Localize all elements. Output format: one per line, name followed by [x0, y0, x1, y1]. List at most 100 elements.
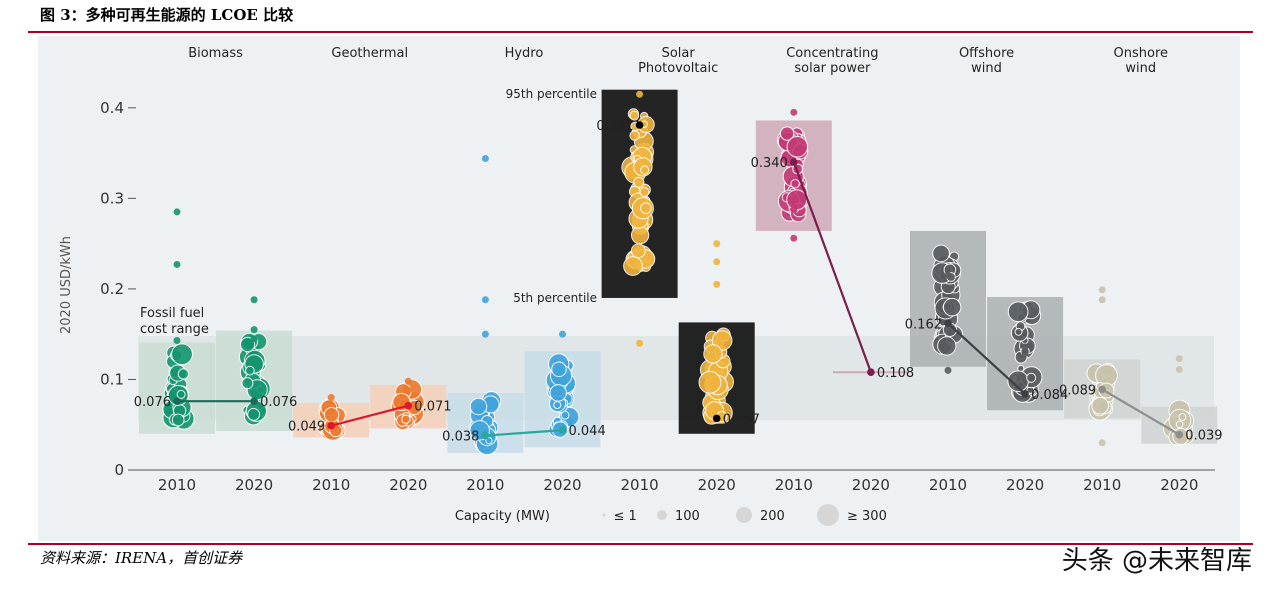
technology-name: Onshore	[1114, 46, 1169, 61]
outlier-bubble	[1175, 365, 1183, 373]
value-label: 0.089	[1059, 383, 1096, 398]
technology-name: wind	[1125, 61, 1156, 76]
project-bubble	[1091, 396, 1110, 415]
outlier-bubble	[636, 339, 644, 347]
value-label: 0.340	[751, 156, 788, 171]
project-bubble	[703, 344, 723, 364]
value-label: 0.108	[877, 366, 914, 381]
project-bubble	[1175, 420, 1184, 429]
technology-name: Photovoltaic	[638, 61, 718, 76]
value-label: 0.084	[1031, 388, 1068, 403]
trend-line	[485, 429, 563, 437]
x-tick-label: 2020	[1160, 476, 1198, 494]
x-tick-label: 2010	[1083, 476, 1121, 494]
project-bubble	[633, 176, 645, 188]
project-bubble	[177, 368, 190, 380]
outlier-bubble	[944, 271, 952, 279]
project-bubble	[171, 413, 185, 427]
outlier-bubble	[173, 260, 181, 268]
y-axis: 0 0.1 0.2 0.3 0.4 2020 USD/kWh	[59, 99, 1215, 479]
outlier-bubble	[250, 296, 258, 304]
legend-title: Capacity (MW)	[455, 509, 550, 524]
x-tick-label: 2020	[852, 476, 890, 494]
project-bubble	[560, 410, 570, 420]
average-point	[250, 397, 258, 405]
fossil-annotation: Fossil fuel	[140, 306, 204, 321]
outlier-bubble	[944, 285, 952, 293]
project-bubble	[630, 243, 646, 259]
project-bubble	[640, 165, 650, 175]
y-tick-label: 0	[114, 461, 124, 479]
average-point	[173, 397, 181, 405]
x-tick-label: 2020	[698, 476, 736, 494]
average-point	[635, 121, 644, 129]
x-axis: 2010 2020 2010 2020 2010 2020 2010 2020 2010 2020…	[158, 476, 1198, 494]
legend-bubble	[736, 507, 752, 523]
outlier-bubble	[790, 108, 798, 116]
legend-label: ≥ 300	[847, 509, 887, 524]
x-tick-label: 2010	[312, 476, 350, 494]
legend-bubble	[817, 504, 839, 526]
technology-name: solar power	[794, 61, 871, 76]
x-tick-label: 2010	[621, 476, 659, 494]
capacity-legend: Capacity (MW) ≤ 1 100 200 ≥ 300	[455, 504, 887, 526]
value-labels: 0.076 0.076 0.049 0.071 0.038 0.044 0.381 0.057…	[134, 119, 1223, 445]
technology-name: Biomass	[188, 46, 243, 61]
project-bubble	[485, 436, 493, 445]
project-bubble	[629, 110, 640, 121]
y-tick-label: 0.4	[100, 99, 124, 117]
project-bubble	[551, 361, 567, 378]
average-point	[327, 421, 336, 430]
outlier-bubble	[250, 335, 258, 343]
average-point	[1175, 430, 1184, 439]
project-bubble	[549, 384, 567, 402]
value-label: 0.162	[905, 317, 942, 332]
outlier-bubble	[404, 386, 412, 394]
average-point	[712, 414, 721, 423]
outlier-bubble	[1098, 296, 1106, 304]
outlier-bubble	[327, 394, 335, 402]
technology-name: Geothermal	[331, 46, 408, 61]
outlier-bubble	[481, 330, 489, 338]
x-tick-label: 2010	[158, 476, 196, 494]
value-label: 0.044	[569, 424, 606, 439]
project-bubble	[623, 256, 643, 276]
average-point	[1098, 385, 1106, 394]
project-bubble	[1014, 327, 1023, 336]
fossil-annotation: cost range	[140, 322, 209, 337]
project-bubble	[779, 126, 795, 141]
project-bubble	[942, 297, 962, 317]
project-bubble	[937, 336, 957, 356]
value-label: 0.057	[723, 412, 760, 427]
average-point	[790, 158, 798, 166]
x-tick-label: 2010	[775, 476, 813, 494]
project-bubble	[469, 397, 488, 416]
x-tick-label: 2020	[389, 476, 427, 494]
project-bubble	[640, 202, 652, 214]
value-label: 0.039	[1185, 429, 1222, 444]
outlier-bubble	[1021, 349, 1029, 357]
outlier-bubble	[944, 366, 952, 374]
trend-line	[1101, 388, 1180, 436]
top-rule	[28, 31, 1253, 33]
source-note: 资料来源：IRENA，首创证券	[40, 549, 243, 567]
value-label: 0.076	[134, 395, 171, 410]
project-bubble	[630, 226, 650, 245]
y-axis-label: 2020 USD/kWh	[59, 236, 74, 334]
project-bubble	[790, 178, 800, 189]
legend-label: 100	[675, 509, 700, 524]
trend-line	[792, 161, 872, 373]
technology-name: Concentrating	[786, 46, 878, 61]
value-label: 0.049	[288, 420, 325, 435]
project-bubble	[1178, 412, 1187, 421]
average-point	[867, 368, 875, 377]
trend-line	[947, 322, 1026, 395]
project-bubble	[1026, 372, 1037, 383]
technology-name: Solar	[662, 46, 696, 61]
average-point	[481, 431, 490, 440]
project-bubble	[171, 343, 193, 366]
outlier-bubble	[790, 196, 798, 204]
legend-label: ≤ 1	[614, 509, 637, 524]
value-label: 0.071	[414, 400, 451, 415]
